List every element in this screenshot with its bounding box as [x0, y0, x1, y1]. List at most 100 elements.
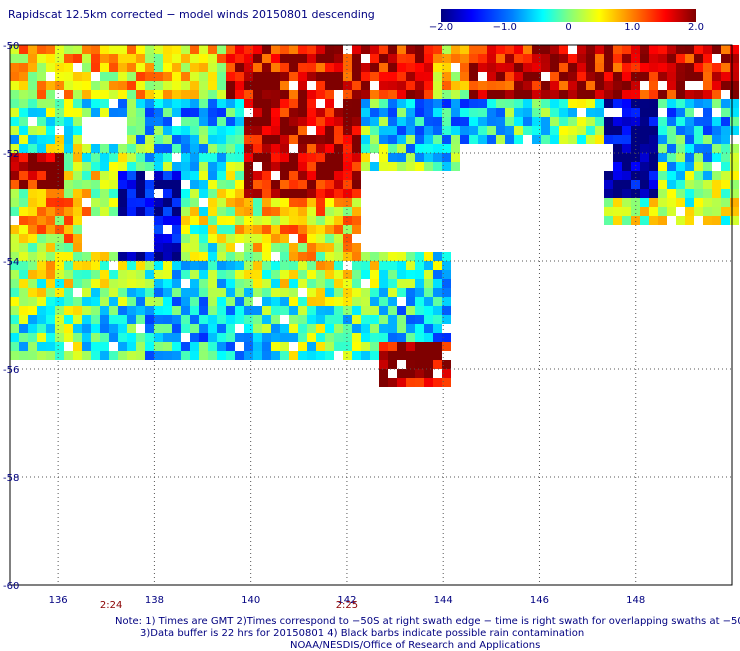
wind-difference-cell	[154, 207, 163, 216]
wind-difference-cell	[190, 162, 199, 171]
wind-difference-cell	[541, 99, 550, 108]
wind-difference-cell	[280, 117, 289, 126]
wind-difference-cell	[37, 324, 46, 333]
wind-difference-cell	[127, 342, 136, 351]
wind-difference-cell	[19, 162, 28, 171]
wind-difference-cell	[316, 243, 325, 252]
wind-difference-cell	[460, 135, 469, 144]
wind-difference-cell	[208, 144, 217, 153]
wind-difference-cell	[37, 234, 46, 243]
wind-difference-cell	[352, 261, 361, 270]
wind-difference-cell	[307, 324, 316, 333]
wind-difference-cell	[127, 126, 136, 135]
wind-difference-cell	[622, 108, 631, 117]
wind-difference-cell	[433, 81, 442, 90]
wind-difference-cell	[487, 45, 496, 54]
wind-difference-cell	[82, 351, 91, 360]
wind-difference-cell	[172, 99, 181, 108]
wind-difference-cell	[676, 81, 685, 90]
wind-difference-cell	[424, 135, 433, 144]
wind-difference-cell	[46, 162, 55, 171]
wind-difference-cell	[19, 207, 28, 216]
wind-difference-cell	[289, 72, 298, 81]
wind-difference-cell	[415, 324, 424, 333]
wind-difference-cell	[667, 153, 676, 162]
wind-difference-cell	[190, 99, 199, 108]
wind-difference-cell	[64, 333, 73, 342]
wind-difference-cell	[721, 63, 730, 72]
wind-difference-cell	[316, 81, 325, 90]
wind-difference-cell	[55, 189, 64, 198]
colorbar-tick-label: −1.0	[492, 22, 517, 33]
wind-difference-cell	[73, 144, 82, 153]
wind-difference-cell	[721, 117, 730, 126]
wind-difference-cell	[136, 144, 145, 153]
wind-difference-cell	[280, 243, 289, 252]
wind-difference-cell	[172, 315, 181, 324]
wind-difference-cell	[613, 171, 622, 180]
wind-difference-cell	[613, 45, 622, 54]
wind-difference-cell	[586, 45, 595, 54]
wind-difference-cell	[217, 117, 226, 126]
wind-difference-cell	[226, 261, 235, 270]
wind-difference-cell	[604, 198, 613, 207]
wind-difference-cell	[226, 243, 235, 252]
wind-difference-cell	[163, 171, 172, 180]
wind-difference-cell	[28, 171, 37, 180]
wind-difference-cell	[334, 144, 343, 153]
wind-difference-cell	[118, 171, 127, 180]
wind-difference-cell	[208, 279, 217, 288]
wind-difference-cell	[307, 270, 316, 279]
wind-difference-cell	[28, 90, 37, 99]
wind-difference-cell	[163, 315, 172, 324]
wind-difference-cell	[136, 54, 145, 63]
wind-difference-cell	[298, 144, 307, 153]
wind-difference-cell	[325, 288, 334, 297]
wind-difference-cell	[217, 261, 226, 270]
wind-difference-cell	[505, 45, 514, 54]
wind-difference-cell	[235, 126, 244, 135]
wind-difference-cell	[649, 81, 658, 90]
wind-difference-cell	[496, 135, 505, 144]
wind-difference-cell	[406, 297, 415, 306]
wind-difference-cell	[208, 99, 217, 108]
wind-difference-cell	[172, 63, 181, 72]
wind-difference-cell	[118, 351, 127, 360]
wind-difference-cell	[352, 252, 361, 261]
wind-difference-cell	[370, 45, 379, 54]
wind-difference-cell	[514, 81, 523, 90]
wind-difference-cell	[118, 54, 127, 63]
wind-difference-cell	[433, 99, 442, 108]
wind-difference-cell	[235, 90, 244, 99]
wind-difference-cell	[226, 81, 235, 90]
wind-difference-cell	[325, 306, 334, 315]
wind-difference-cell	[73, 207, 82, 216]
wind-difference-cell	[667, 90, 676, 99]
wind-difference-cell	[721, 126, 730, 135]
wind-difference-cell	[46, 45, 55, 54]
wind-difference-cell	[235, 81, 244, 90]
wind-difference-cell	[388, 306, 397, 315]
wind-difference-cell	[199, 324, 208, 333]
wind-difference-cell	[370, 297, 379, 306]
wind-difference-cell	[523, 108, 532, 117]
wind-difference-cell	[289, 315, 298, 324]
wind-difference-cell	[649, 99, 658, 108]
wind-difference-cell	[487, 99, 496, 108]
wind-difference-cell	[289, 351, 298, 360]
wind-difference-cell	[64, 81, 73, 90]
wind-difference-cell	[649, 117, 658, 126]
wind-difference-cell	[640, 162, 649, 171]
wind-difference-cell	[226, 63, 235, 72]
wind-difference-cell	[334, 225, 343, 234]
wind-difference-cell	[10, 171, 19, 180]
wind-difference-cell	[388, 63, 397, 72]
wind-difference-cell	[235, 135, 244, 144]
wind-difference-cell	[433, 288, 442, 297]
wind-difference-cell	[676, 90, 685, 99]
wind-difference-cell	[307, 171, 316, 180]
wind-difference-cell	[658, 72, 667, 81]
wind-difference-cell	[307, 234, 316, 243]
wind-difference-cell	[712, 63, 721, 72]
wind-difference-cell	[28, 207, 37, 216]
